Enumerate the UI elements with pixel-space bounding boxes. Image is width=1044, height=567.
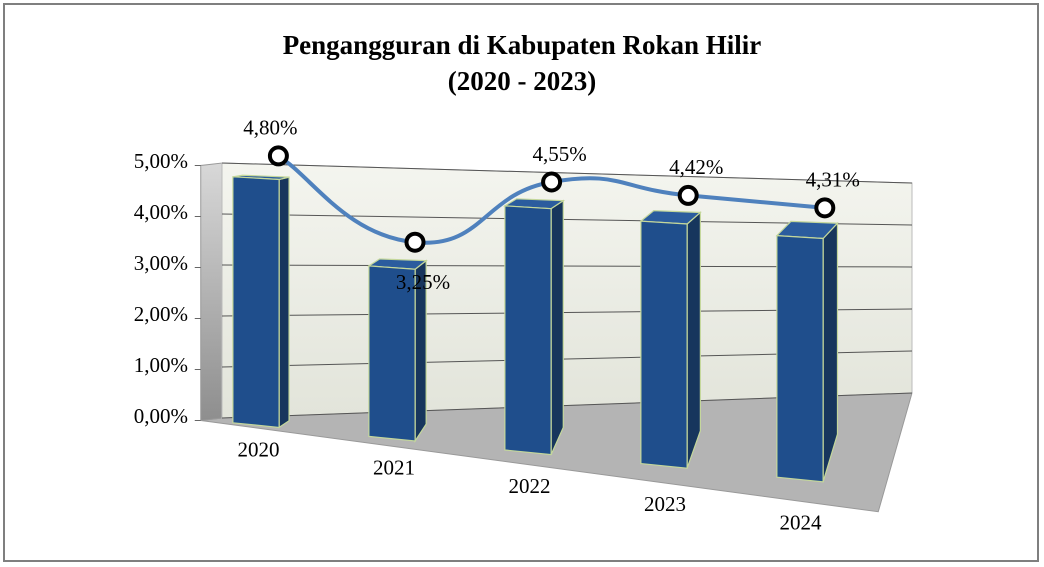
x-tick-label: 2022: [509, 474, 551, 498]
side-wall: [200, 162, 223, 422]
bar: [368, 265, 416, 442]
bar: [504, 205, 552, 456]
line-marker: [541, 171, 563, 193]
y-tick-label: 0,00%: [134, 404, 188, 428]
plot-area: 0,00% 1,00% 2,00% 3,00% 4,00% 5,00% 2020 2021 20…: [134, 116, 913, 534]
bar: [776, 234, 824, 483]
x-tick-label: 2020: [238, 437, 280, 461]
y-tick-label: 3,00%: [134, 251, 188, 275]
bar-side: [822, 221, 839, 482]
bar-side: [278, 176, 290, 429]
data-label: 4,42%: [669, 155, 723, 179]
y-tick-label: 4,00%: [134, 200, 188, 224]
x-tick-label: 2021: [373, 456, 415, 480]
line-marker: [267, 145, 289, 167]
bar-side: [550, 199, 564, 455]
bar-side: [686, 211, 701, 469]
chart-subtitle: (2020 - 2023): [448, 66, 596, 96]
line-marker: [404, 231, 426, 253]
bar: [232, 176, 280, 429]
x-tick-label: 2023: [644, 492, 686, 516]
line-marker: [677, 184, 699, 206]
data-label: 3,25%: [396, 270, 450, 294]
chart-title: Pengangguran di Kabupaten Rokan Hilir: [283, 30, 762, 60]
x-tick-label: 2024: [780, 510, 823, 534]
bar: [640, 220, 688, 469]
data-label: 4,55%: [532, 142, 586, 166]
grid-line: [221, 162, 913, 184]
line-marker: [814, 197, 836, 219]
data-label: 4,31%: [806, 168, 860, 192]
y-tick-label: 5,00%: [134, 149, 188, 173]
y-tick-label: 2,00%: [134, 302, 188, 326]
y-tick-label: 1,00%: [134, 353, 188, 377]
data-label: 4,80%: [243, 116, 297, 140]
